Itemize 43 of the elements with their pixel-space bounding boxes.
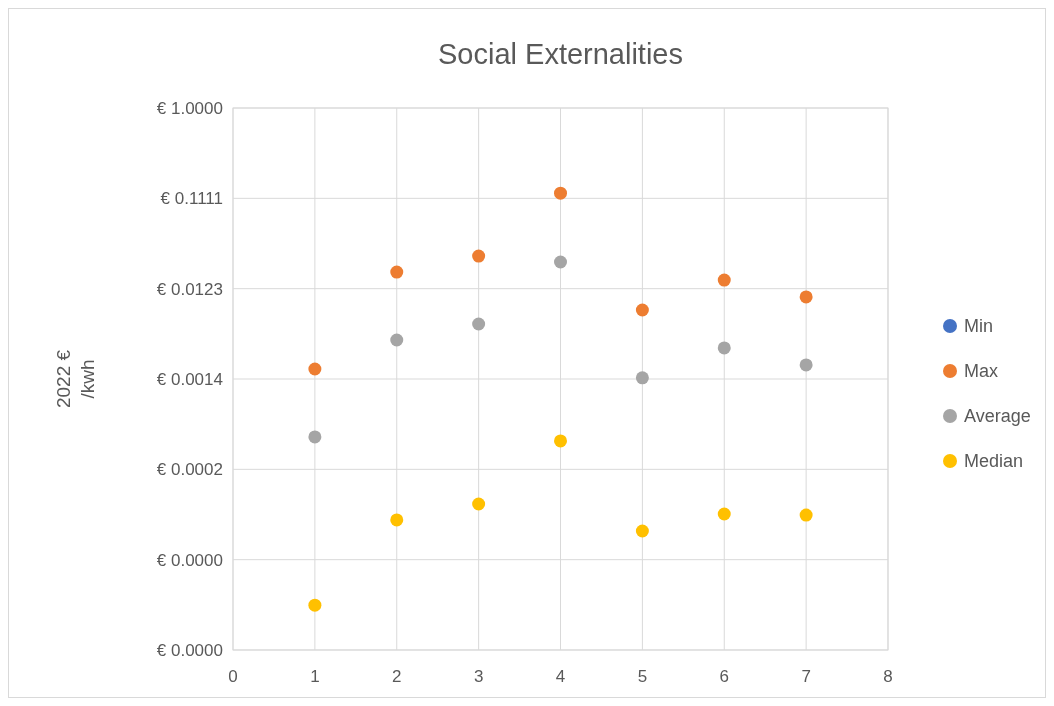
point	[472, 497, 486, 511]
y-tick-label: € 0.0000	[156, 550, 223, 570]
x-tick-label: 3	[473, 667, 484, 686]
y-tick-label: € 0.0123	[156, 279, 223, 299]
point	[635, 371, 649, 385]
x-tick-label: 7	[801, 667, 811, 686]
x-tick-label: 0	[228, 667, 238, 686]
legend-label: Max	[964, 361, 999, 381]
point	[308, 598, 322, 612]
x-tick-label: 6	[719, 667, 729, 686]
point	[717, 341, 731, 355]
x-tick-label: 2	[392, 667, 402, 686]
legend-label: Min	[964, 316, 994, 336]
point	[390, 265, 404, 279]
legend-label: Average	[964, 406, 1031, 426]
x-tick-label: 4	[555, 667, 566, 686]
y-tick-label: € 0.0000	[156, 641, 223, 660]
chart-title: Social Externalities	[438, 38, 683, 70]
point	[308, 430, 322, 444]
x-tick-label: 8	[883, 667, 893, 686]
y-tick-label: € 0.0014	[156, 370, 223, 389]
point	[308, 362, 322, 376]
point	[554, 434, 567, 448]
point	[472, 317, 486, 331]
point	[554, 255, 567, 269]
point	[717, 507, 731, 521]
point	[799, 358, 813, 372]
point	[717, 273, 731, 287]
point	[799, 508, 813, 522]
y-tick-label: € 0.0002	[156, 460, 223, 480]
point	[390, 513, 404, 527]
legend-label: Median	[964, 451, 1024, 471]
y-axis-title: 2022 € /kwh	[53, 349, 98, 409]
point	[554, 186, 567, 200]
x-tick-label: 1	[310, 667, 320, 686]
point	[799, 290, 813, 304]
y-tick-label: € 0.1111	[160, 189, 223, 209]
y-tick-label: € 1.0000	[156, 99, 223, 118]
point	[635, 524, 649, 538]
point	[390, 333, 404, 347]
x-tick-label: 5	[637, 667, 648, 686]
point	[635, 303, 649, 317]
point	[472, 249, 486, 263]
